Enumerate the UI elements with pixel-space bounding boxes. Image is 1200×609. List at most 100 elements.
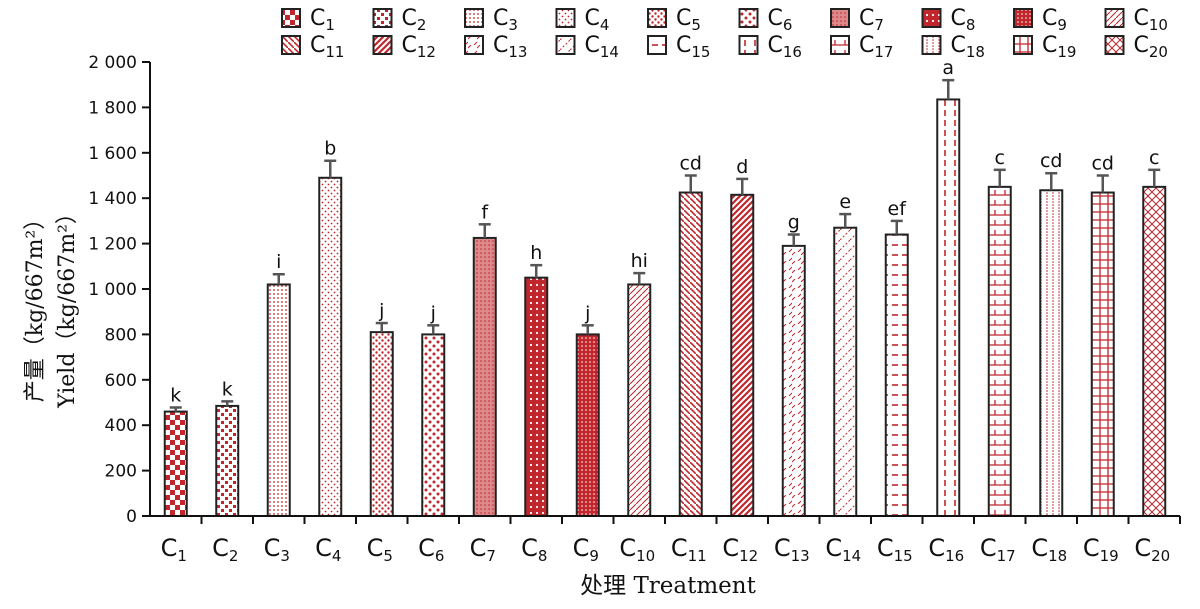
y-tick-label: 600 — [105, 371, 137, 391]
legend-item-c14: C14 — [555, 33, 619, 61]
y-tick-label: 1 000 — [88, 280, 137, 300]
legend-swatch — [281, 8, 301, 28]
legend-label: C16 — [768, 33, 802, 61]
legend: C1 C2 C3 C4 C5 C6 C7 C8 C9 C10 C11 C12 C13 C14 C15 C16 C… — [281, 6, 1168, 61]
significance-label: b — [324, 138, 336, 160]
significance-label: c — [995, 147, 1005, 169]
bar-c3 — [266, 283, 291, 517]
bar-c16 — [936, 98, 961, 518]
bar-c9 — [575, 333, 600, 517]
bar-c13 — [781, 244, 806, 517]
legend-label: C14 — [585, 33, 619, 61]
significance-label: k — [170, 384, 181, 406]
legend-swatch — [464, 35, 484, 55]
x-tick-label: C10 — [619, 534, 655, 565]
significance-label: j — [430, 302, 436, 324]
legend-swatch — [1104, 8, 1125, 28]
bar-c14 — [833, 226, 858, 518]
x-tick-label: C5 — [367, 534, 393, 565]
legend-item-c16: C16 — [738, 33, 802, 61]
bar-c8 — [524, 276, 549, 517]
legend-item-c2: C2 — [372, 6, 426, 34]
significance-label: cd — [1091, 153, 1114, 175]
x-tick-label: C16 — [928, 534, 964, 565]
legend-item-c12: C12 — [372, 33, 436, 61]
legend-item-c11: C11 — [281, 33, 344, 61]
legend-swatch — [555, 35, 576, 55]
bar-c4 — [318, 176, 343, 518]
x-tick-label: C1 — [161, 534, 187, 565]
x-tick-label: C20 — [1134, 534, 1170, 565]
legend-swatch — [921, 35, 942, 55]
legend-item-c1: C1 — [281, 6, 335, 34]
significance-label: c — [1149, 147, 1159, 169]
legend-label: C7 — [859, 6, 884, 34]
x-tick-label: C15 — [877, 534, 913, 565]
legend-label: C13 — [493, 33, 527, 61]
y-tick-label: 0 — [126, 507, 137, 527]
legend-item-c19: C19 — [1013, 33, 1076, 61]
x-tick-label: C13 — [774, 534, 810, 565]
significance-label: h — [530, 242, 542, 264]
legend-item-c9: C9 — [1013, 6, 1067, 34]
significance-label: ef — [888, 198, 908, 220]
legend-label: C6 — [768, 6, 793, 34]
legend-swatch — [921, 8, 942, 28]
legend-item-c6: C6 — [738, 6, 793, 34]
legend-label: C11 — [310, 33, 344, 61]
x-tick-label: C17 — [980, 534, 1016, 565]
significance-label: j — [378, 300, 384, 322]
legend-item-c10: C10 — [1104, 6, 1168, 34]
legend-label: C12 — [402, 33, 436, 61]
y-tick-label: 1 600 — [88, 144, 137, 164]
legend-item-c5: C5 — [647, 6, 701, 34]
legend-item-c4: C4 — [555, 6, 610, 34]
legend-label: C1 — [310, 6, 335, 34]
y-axis-title-en: Yield（kg/667m²） — [55, 202, 80, 409]
legend-swatch — [372, 8, 393, 28]
legend-label: C18 — [951, 33, 985, 61]
bar-c1 — [163, 410, 188, 517]
legend-item-c13: C13 — [464, 33, 527, 61]
bar-c2 — [215, 404, 240, 517]
x-axis-title: 处理 Treatment — [580, 573, 756, 599]
x-tick-label: C18 — [1031, 534, 1067, 565]
legend-label: C15 — [676, 33, 710, 61]
legend-item-c17: C17 — [830, 33, 893, 61]
significance-label: e — [839, 191, 851, 213]
legend-item-c20: C20 — [1104, 33, 1168, 61]
x-tick-label: C8 — [521, 534, 547, 565]
legend-swatch — [372, 35, 393, 55]
legend-label: C19 — [1042, 33, 1076, 61]
bar-c18 — [1039, 189, 1064, 517]
bar-c7 — [472, 236, 497, 518]
legend-item-c3: C3 — [464, 6, 518, 34]
legend-swatch — [555, 8, 576, 28]
bar-c20 — [1142, 185, 1167, 517]
x-tick-label: C9 — [573, 534, 599, 565]
significance-label: g — [788, 212, 800, 234]
bar-c6 — [421, 333, 446, 517]
significance-label: k — [222, 378, 233, 400]
bar-c11 — [678, 191, 703, 517]
x-tick-label: C19 — [1083, 534, 1119, 565]
bar-c12 — [730, 193, 755, 517]
x-tick-label: C11 — [671, 534, 707, 565]
significance-label: d — [736, 156, 748, 178]
bar-c19 — [1090, 191, 1115, 517]
y-tick-label: 800 — [105, 325, 137, 345]
y-tick-label: 400 — [105, 416, 137, 436]
legend-swatch — [281, 35, 301, 55]
legend-label: C4 — [585, 6, 610, 34]
legend-label: C9 — [1042, 6, 1067, 34]
legend-swatch — [1013, 8, 1033, 28]
legend-label: C20 — [1134, 33, 1168, 61]
x-tick-label: C6 — [418, 534, 444, 565]
legend-swatch — [830, 8, 850, 28]
legend-swatch — [1104, 35, 1125, 55]
legend-swatch — [738, 35, 759, 55]
significance-label: f — [481, 201, 489, 223]
x-tick-label: C2 — [212, 534, 238, 565]
y-axis: 0 200 400 600 800 1 000 1 200 1 400 1 600 1 800 2 … — [88, 53, 151, 527]
bar-c10 — [627, 283, 652, 517]
